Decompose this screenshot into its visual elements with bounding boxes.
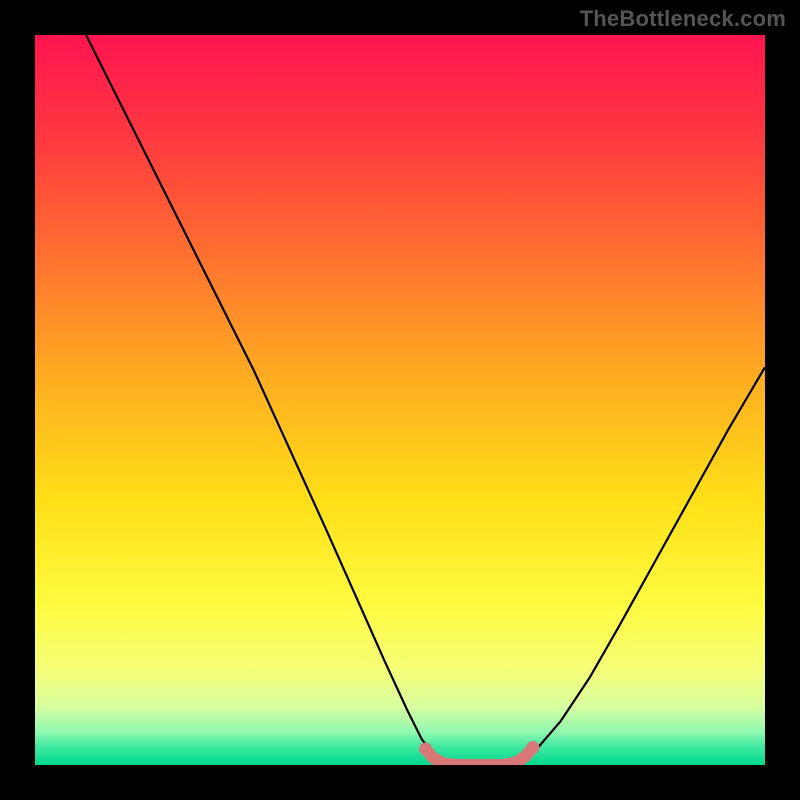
chart-stage: TheBottleneck.com <box>0 0 800 800</box>
marker-dot <box>419 742 432 755</box>
marker-dot <box>526 741 539 754</box>
bottleneck-chart <box>0 0 800 800</box>
watermark-text: TheBottleneck.com <box>580 6 786 32</box>
gradient-background <box>35 35 765 765</box>
